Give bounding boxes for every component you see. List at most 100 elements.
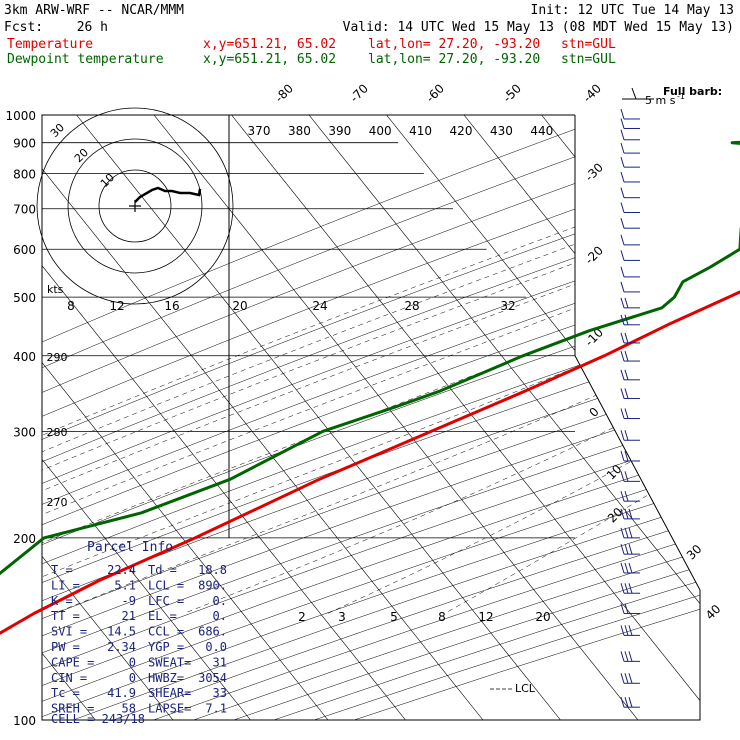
parcel-field-label: SHEAR=	[148, 686, 191, 700]
barb-key-title: Full barb:	[663, 85, 722, 98]
isotherm-label: -70	[347, 81, 371, 105]
wind-barb	[620, 234, 640, 246]
valid-time: Valid: 14 UTC Wed 15 May 13 (08 MDT Wed …	[343, 20, 734, 35]
mixing-ratio-label: 8	[438, 610, 446, 624]
wind-barb	[620, 281, 640, 293]
mixing-ratio-label: 3	[338, 610, 346, 624]
pressure-tick-label: 400	[13, 350, 36, 364]
parcel-field-label: HWBZ=	[148, 671, 184, 685]
dry-adiabat	[42, 115, 614, 720]
parcel-field-label: EL =	[148, 609, 177, 623]
wind-barb	[620, 297, 640, 309]
wind-barb	[620, 543, 640, 555]
plot-frame	[41, 114, 701, 721]
legend-temperature-station: stn=GUL	[561, 37, 616, 52]
hodograph-ring	[67, 138, 203, 274]
parcel-field-value: 0.	[213, 609, 227, 623]
parcel-field-value: 14.5	[107, 625, 136, 639]
theta-label: 430	[490, 124, 513, 138]
moist-adiabat	[42, 115, 700, 539]
parcel-field-value: 0	[129, 655, 136, 669]
theta-label: 380	[288, 124, 311, 138]
isotherm-label: 30	[684, 542, 705, 563]
pressure-tick-label: 600	[13, 243, 36, 257]
theta-label: 390	[328, 124, 351, 138]
wind-barb	[620, 625, 640, 636]
parcel-field-label: T =	[51, 563, 73, 577]
moist-adiabat	[183, 115, 700, 614]
dry-adiabat	[42, 115, 700, 720]
parcel-field-label: K =	[51, 594, 73, 608]
mixing-ratio-label: 12	[478, 610, 493, 624]
dry-adiabat	[42, 115, 700, 720]
dry-adiabat	[42, 115, 692, 720]
mixing-ratio-line	[725, 115, 740, 249]
legend-dewpoint-location: x,y=651.21, 65.02	[203, 52, 336, 67]
wind-barb	[620, 491, 640, 502]
moist-adiabat	[444, 115, 700, 614]
wind-barb	[620, 202, 640, 213]
isotherm-label: -40	[580, 81, 604, 105]
legend-temperature-latlon: lat,lon= 27.20, -93.20	[368, 37, 540, 52]
parcel-field-label: Tc =	[51, 686, 80, 700]
theta-label: 440	[530, 124, 553, 138]
wind-barb	[620, 314, 640, 326]
wind-barb	[620, 187, 640, 199]
dewpoint-trace	[0, 140, 740, 576]
wind-barbs	[620, 108, 640, 708]
init-time: Init: 12 UTC Tue 14 May 13	[531, 3, 735, 18]
pressure-tick-label: 500	[13, 291, 36, 305]
parcel-field-value: 22.4	[107, 563, 136, 577]
parcel-field-value: 41.9	[107, 686, 136, 700]
barb-key-units: 5 m s	[645, 94, 676, 107]
wind-barb	[620, 697, 640, 708]
dry-adiabat	[42, 115, 700, 720]
pressure-tick-label: 900	[13, 137, 36, 151]
parcel-field-value: -9	[122, 594, 136, 608]
wind-barb	[620, 603, 640, 614]
isotherm	[386, 115, 700, 720]
dry-adiabat	[42, 115, 700, 720]
wind-barb	[620, 508, 640, 520]
wind-barb	[620, 651, 640, 662]
parcel-field-label: TT =	[51, 609, 80, 623]
theta-label: 370	[248, 124, 271, 138]
parcel-field-label: LCL =	[148, 578, 184, 592]
isotherm-label: -50	[500, 81, 524, 105]
isotherm	[42, 115, 484, 720]
forecast-label: Fcst:	[4, 20, 43, 35]
moist-adiabat	[42, 115, 700, 614]
parcel-field-label: CAPE =	[51, 655, 94, 669]
parcel-field-label: SVI =	[51, 625, 87, 639]
pressure-tick-label: 100	[13, 714, 36, 728]
dry-adiabat	[42, 115, 700, 720]
hodograph-speed-label: 20	[232, 299, 247, 313]
moist-adiabat	[42, 115, 700, 614]
pressure-tick-label: 300	[13, 425, 36, 439]
barb-key-units-exponent: -1	[677, 92, 685, 101]
wind-barb	[620, 108, 640, 120]
legend-dewpoint-latlon: lat,lon= 27.20, -93.20	[368, 52, 540, 67]
parcel-field-label: CIN =	[51, 671, 87, 685]
parcel-field-value: 31	[213, 655, 227, 669]
pressure-tick-label: 800	[13, 168, 36, 182]
isotherm	[153, 115, 639, 720]
parcel-field-value: 0.0	[205, 640, 227, 654]
parcel-field-label: YGP =	[148, 640, 184, 654]
theta-label: 290	[47, 351, 68, 364]
parcel-field-value: 890.	[198, 578, 227, 592]
isotherm	[231, 115, 700, 720]
dry-adiabat	[42, 115, 700, 720]
hodograph-speed-label: 28	[404, 299, 419, 313]
sounding-profiles	[0, 140, 740, 635]
parcel-cell: CELL = 243/18	[51, 712, 145, 726]
theta-label: 400	[369, 124, 392, 138]
dry-adiabat	[42, 115, 700, 720]
isotherm-label: -20	[582, 243, 606, 267]
wind-barb	[620, 673, 640, 684]
barb-key: Full barb: 5 m s -1	[622, 85, 722, 107]
dry-adiabat	[273, 115, 700, 720]
